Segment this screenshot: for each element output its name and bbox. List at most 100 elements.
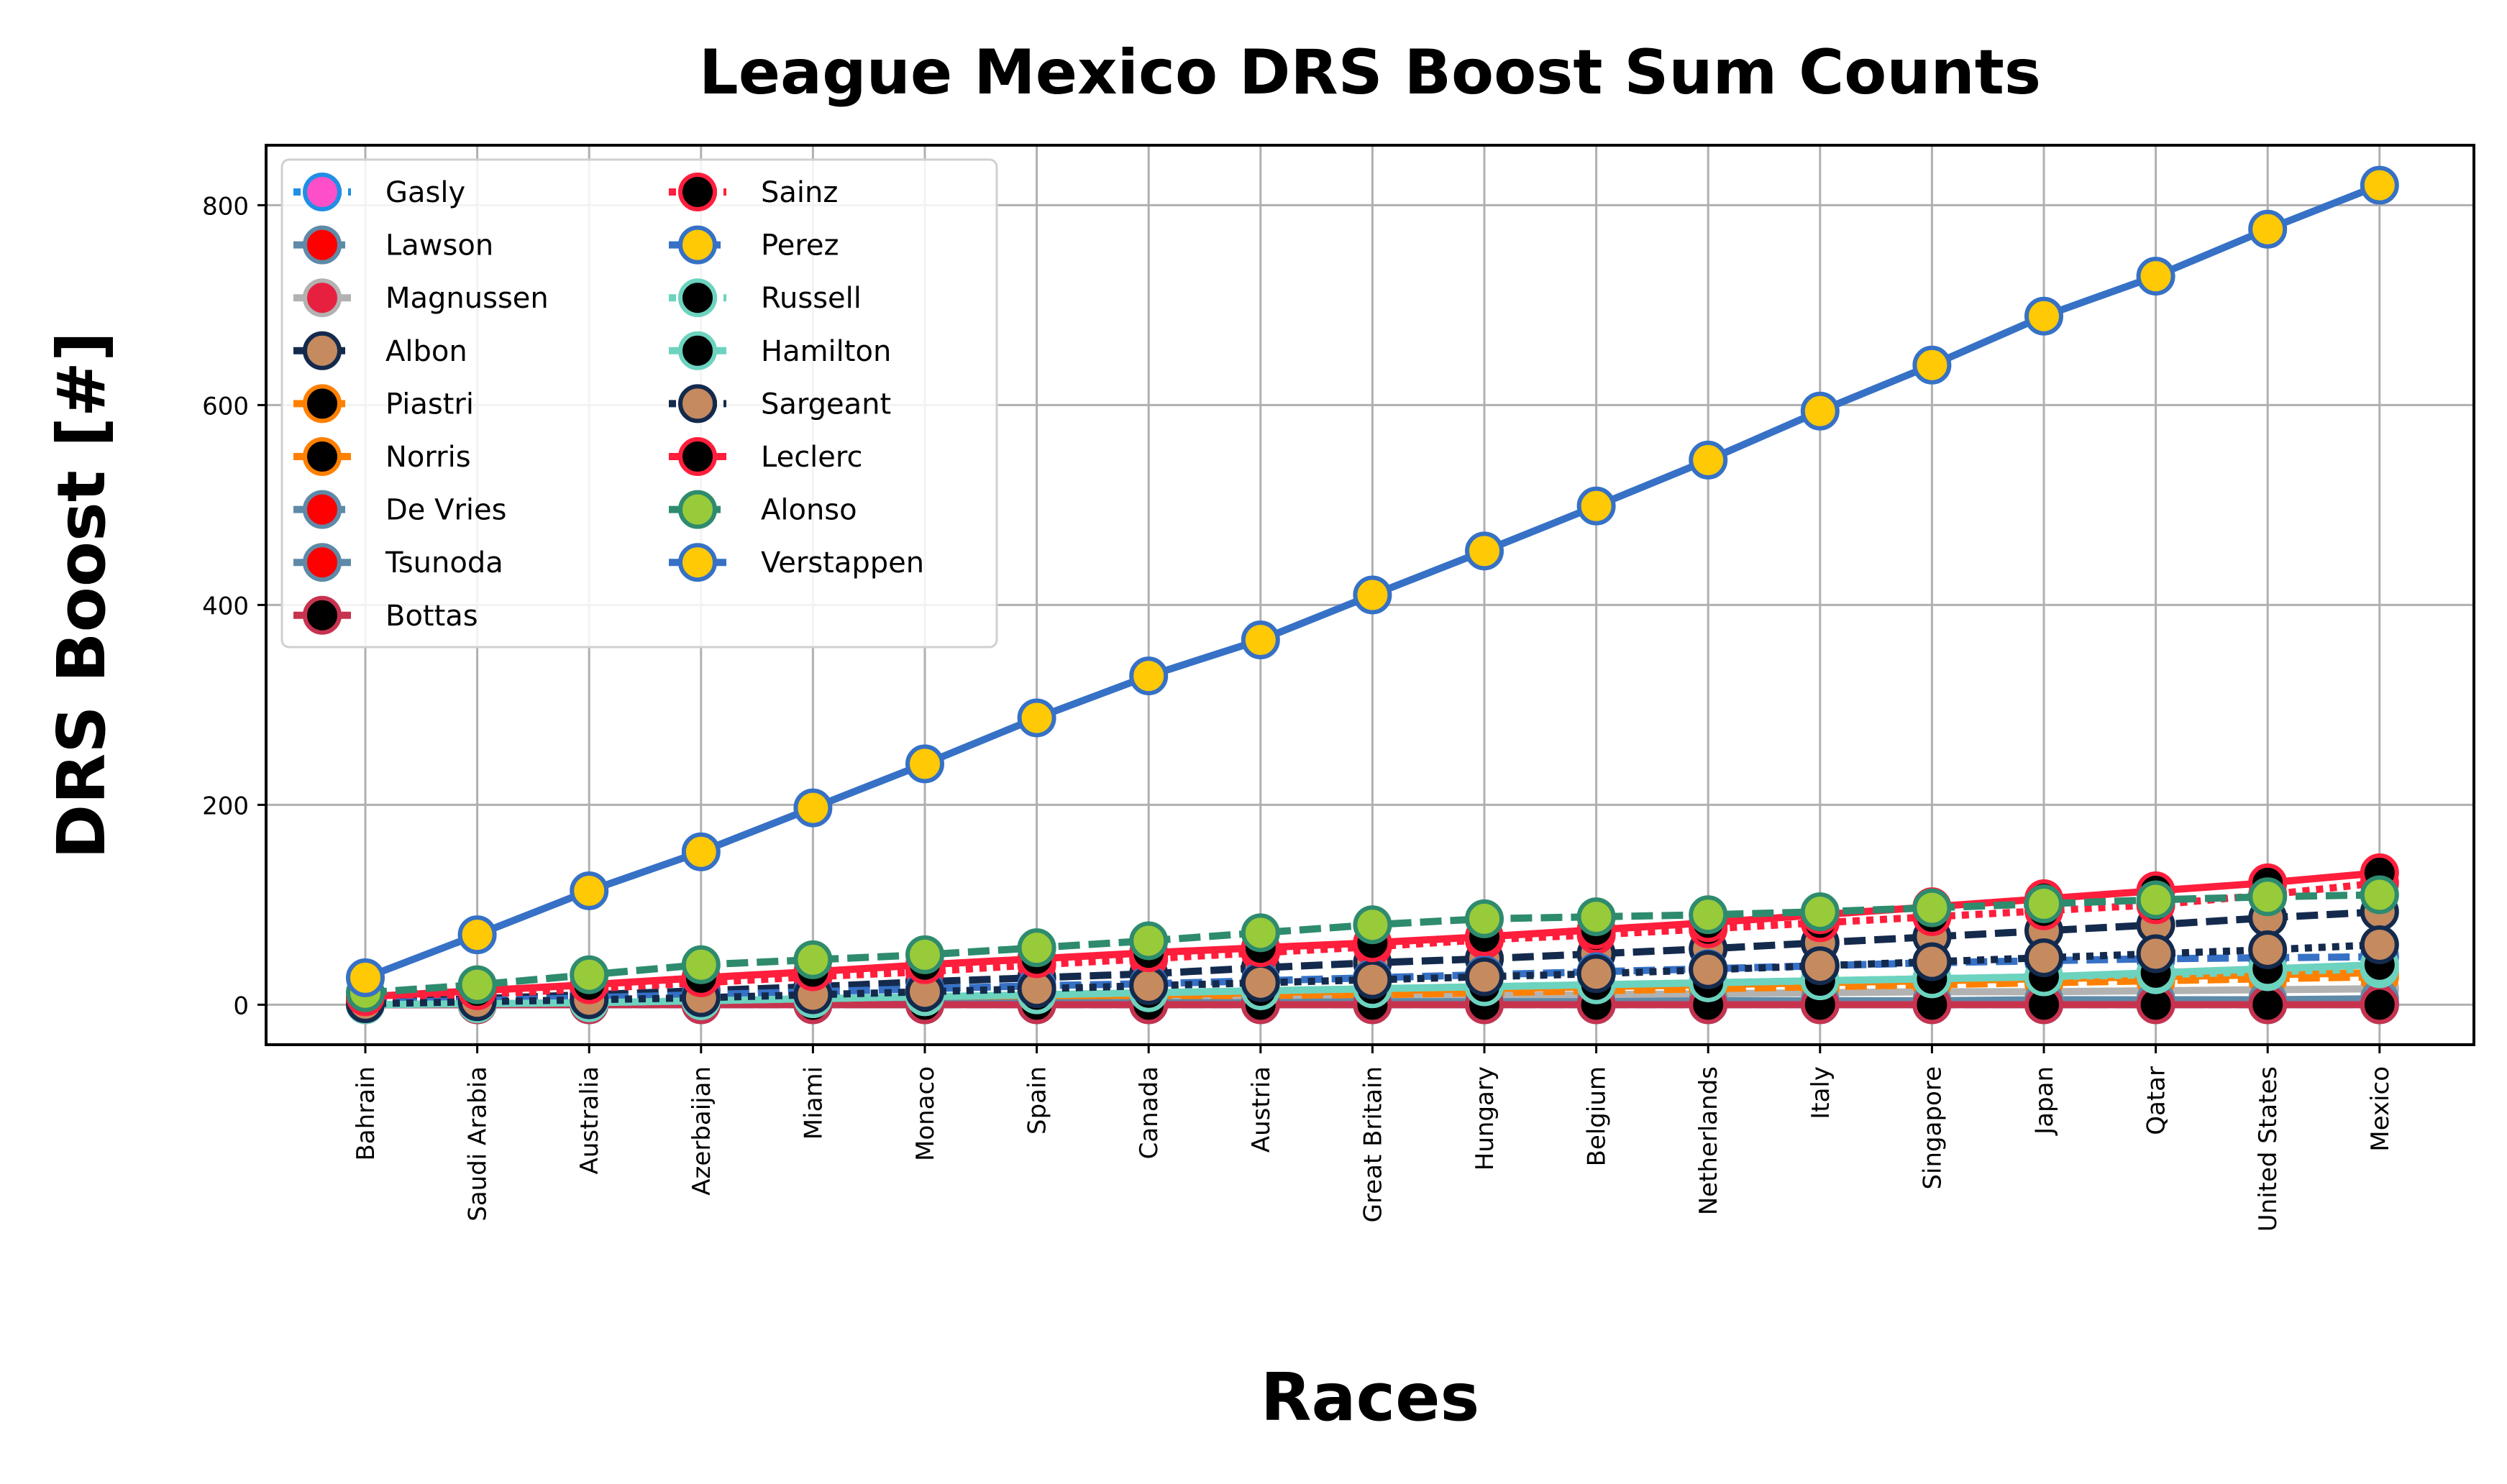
legend-marker [303, 225, 342, 265]
data-point [2136, 257, 2175, 296]
x-tick-label: Monaco [911, 1066, 940, 1161]
series-verstappen [346, 165, 2399, 997]
x-tick-label: Italy [1807, 1066, 1835, 1119]
x-tick-label: Great Britain [1358, 1066, 1387, 1222]
x-tick-label: Australia [575, 1066, 604, 1174]
data-point [1129, 966, 1169, 1005]
data-point [1353, 905, 1392, 945]
series-alonso [346, 875, 2399, 1012]
plot-frame [265, 144, 2475, 1046]
data-point [681, 832, 721, 871]
legend-label: Magnussen [385, 282, 549, 315]
data-point [2024, 884, 2063, 924]
legend-entry: Albon [293, 331, 467, 370]
y-tick-label: 400 [202, 592, 249, 620]
data-point [1129, 921, 1169, 961]
data-point [570, 955, 609, 994]
x-tick-label: Singapore [1918, 1066, 1947, 1190]
data-point [2136, 880, 2175, 920]
data-point [1800, 946, 1840, 986]
legend-box [280, 158, 998, 649]
x-tick-label: Saudi Arabia [464, 1066, 493, 1222]
legend-label: Hamilton [761, 335, 891, 368]
x-tick-label: United States [2254, 1066, 2283, 1232]
legend-label: Bottas [385, 600, 478, 633]
y-tick-label: 0 [233, 991, 249, 1020]
x-tick-label: Netherlands [1694, 1066, 1723, 1215]
legend-entry: Piastri [293, 384, 474, 423]
data-point [2360, 925, 2399, 964]
legend: Gasly Lawson Magnussen Albon Piastri Norris De… [280, 158, 998, 649]
data-point [1353, 960, 1392, 999]
x-tick-label: Japan [2030, 1066, 2059, 1136]
legend-label: Sainz [761, 176, 838, 209]
legend-marker [303, 543, 342, 582]
data-point [570, 871, 609, 910]
x-tick-label: Qatar [2142, 1066, 2171, 1135]
data-point [1912, 942, 1952, 981]
legend-marker [678, 437, 717, 476]
legend-entry: Perez [669, 225, 839, 265]
legend-marker [678, 225, 717, 265]
legend-label: Russell [761, 282, 862, 315]
data-point [1800, 892, 1840, 932]
legend-label: Verstappen [761, 546, 924, 580]
legend-marker [303, 595, 342, 635]
data-point [1017, 698, 1056, 738]
y-tick-label: 200 [202, 792, 249, 820]
data-point [1576, 954, 1616, 994]
series-group [346, 165, 2399, 1025]
legend-entry: Hamilton [669, 331, 891, 370]
data-point [2024, 296, 2063, 336]
x-tick-label: Belgium [1583, 1066, 1612, 1166]
data-point [1576, 897, 1616, 937]
legend-entry: Norris [293, 437, 471, 476]
chart-title: League Mexico DRS Boost Sum Counts [699, 37, 2041, 109]
data-point [2136, 934, 2175, 974]
legend-entry: Verstappen [669, 543, 924, 582]
data-point [1576, 486, 1616, 526]
legend-marker [303, 490, 342, 529]
data-point [1689, 950, 1728, 989]
x-tick-label: Miami [799, 1066, 828, 1140]
legend-label: Alonso [761, 494, 857, 527]
data-point [457, 915, 497, 955]
data-point [457, 965, 497, 1004]
legend-entry: Sainz [669, 173, 838, 211]
legend-label: Gasly [385, 176, 465, 209]
data-point [1017, 928, 1056, 968]
data-point [1689, 895, 1728, 935]
y-tick-label: 800 [202, 192, 249, 221]
data-point [2248, 209, 2288, 249]
legend-label: Perez [761, 229, 839, 262]
x-tick-label: Hungary [1471, 1066, 1499, 1171]
data-point [1912, 345, 1952, 385]
y-axis: 0 200 400 600 800 [202, 192, 266, 1020]
legend-marker [303, 278, 342, 318]
data-point [2360, 875, 2399, 915]
legend-entry: Russell [669, 278, 862, 318]
legend-marker [678, 543, 717, 582]
legend-label: Norris [385, 441, 471, 474]
data-point [1241, 963, 1280, 1002]
legend-entry: Alonso [669, 490, 857, 529]
data-point [905, 744, 944, 784]
legend-label: Albon [385, 335, 467, 368]
data-point [2024, 938, 2063, 978]
data-point [1465, 531, 1504, 571]
y-axis-label: DRS Boost [#] [43, 331, 120, 859]
data-point [1465, 899, 1504, 938]
data-point [346, 958, 385, 997]
legend-entry: Lawson [293, 225, 493, 265]
legend-entry: Magnussen [293, 278, 549, 318]
x-tick-label: Azerbaijan [688, 1066, 716, 1196]
legend-entry: Gasly [293, 173, 465, 211]
legend-entry: Sargeant [669, 384, 891, 423]
legend-marker [678, 331, 717, 370]
data-point [1912, 888, 1952, 927]
data-point [905, 935, 944, 974]
x-tick-label: Austria [1247, 1066, 1276, 1153]
data-point [1241, 913, 1280, 953]
y-tick-label: 600 [202, 392, 249, 421]
x-tick-label: Spain [1023, 1066, 1052, 1135]
